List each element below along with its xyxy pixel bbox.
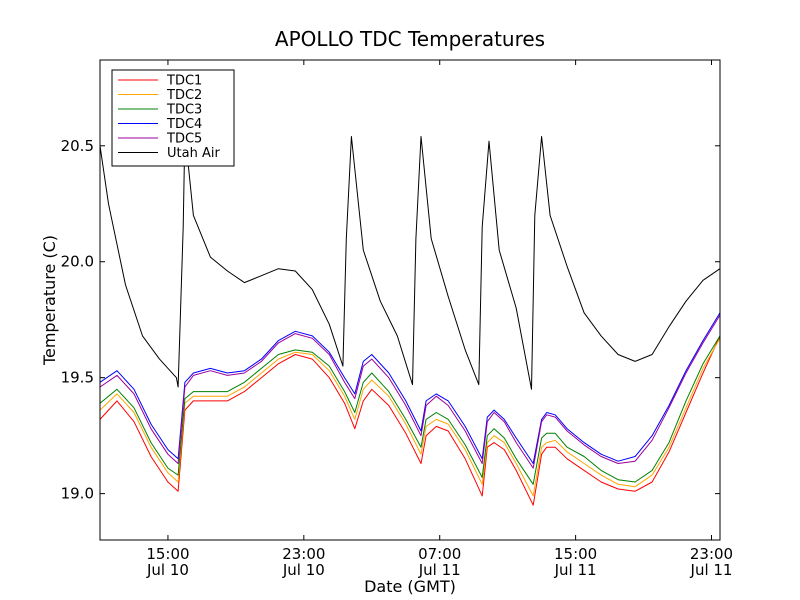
x-tick-date-label: Jul 10 (146, 561, 189, 579)
series-line-utah-air (99, 131, 721, 390)
y-axis: 19.0 19.5 20.0 20.5 (61, 137, 720, 503)
x-tick-date-label: Jul 11 (554, 561, 597, 579)
legend-label-utah-air: Utah Air (167, 146, 220, 161)
x-axis-label: Date (GMT) (364, 577, 456, 596)
series-line-tdc1 (99, 335, 721, 506)
x-tick-label: 15:00 (554, 545, 597, 563)
x-tick-date-label: Jul 11 (418, 561, 461, 579)
series-line-tdc5 (99, 314, 721, 469)
series-line-tdc3 (99, 335, 721, 485)
x-tick-date-label: Jul 10 (282, 561, 325, 579)
x-tick-label: 23:00 (690, 545, 733, 563)
y-tick-label: 19.0 (61, 485, 94, 503)
legend-label-tdc5: TDC5 (166, 132, 202, 147)
y-tick-label: 20.5 (61, 137, 94, 155)
legend-box (111, 69, 235, 167)
x-tick-label: 15:00 (146, 545, 189, 563)
series-layer (99, 131, 721, 506)
x-tick-date-label: Jul 11 (690, 561, 733, 579)
series-line-tdc4 (99, 312, 721, 464)
y-axis-label: Temperature (C) (40, 235, 59, 366)
legend-label-tdc3: TDC3 (166, 103, 202, 118)
x-tick-label: 23:00 (282, 545, 325, 563)
chart-title: APOLLO TDC Temperatures (275, 27, 545, 51)
legend-label-tdc2: TDC2 (166, 88, 202, 103)
legend-label-tdc1: TDC1 (166, 74, 202, 89)
y-tick-label: 20.0 (61, 253, 94, 271)
legend-label-tdc4: TDC4 (166, 117, 202, 132)
series-line-tdc2 (99, 338, 721, 497)
plot-frame (99, 59, 721, 541)
x-tick-label: 07:00 (418, 545, 461, 563)
y-tick-label: 19.5 (61, 369, 94, 387)
